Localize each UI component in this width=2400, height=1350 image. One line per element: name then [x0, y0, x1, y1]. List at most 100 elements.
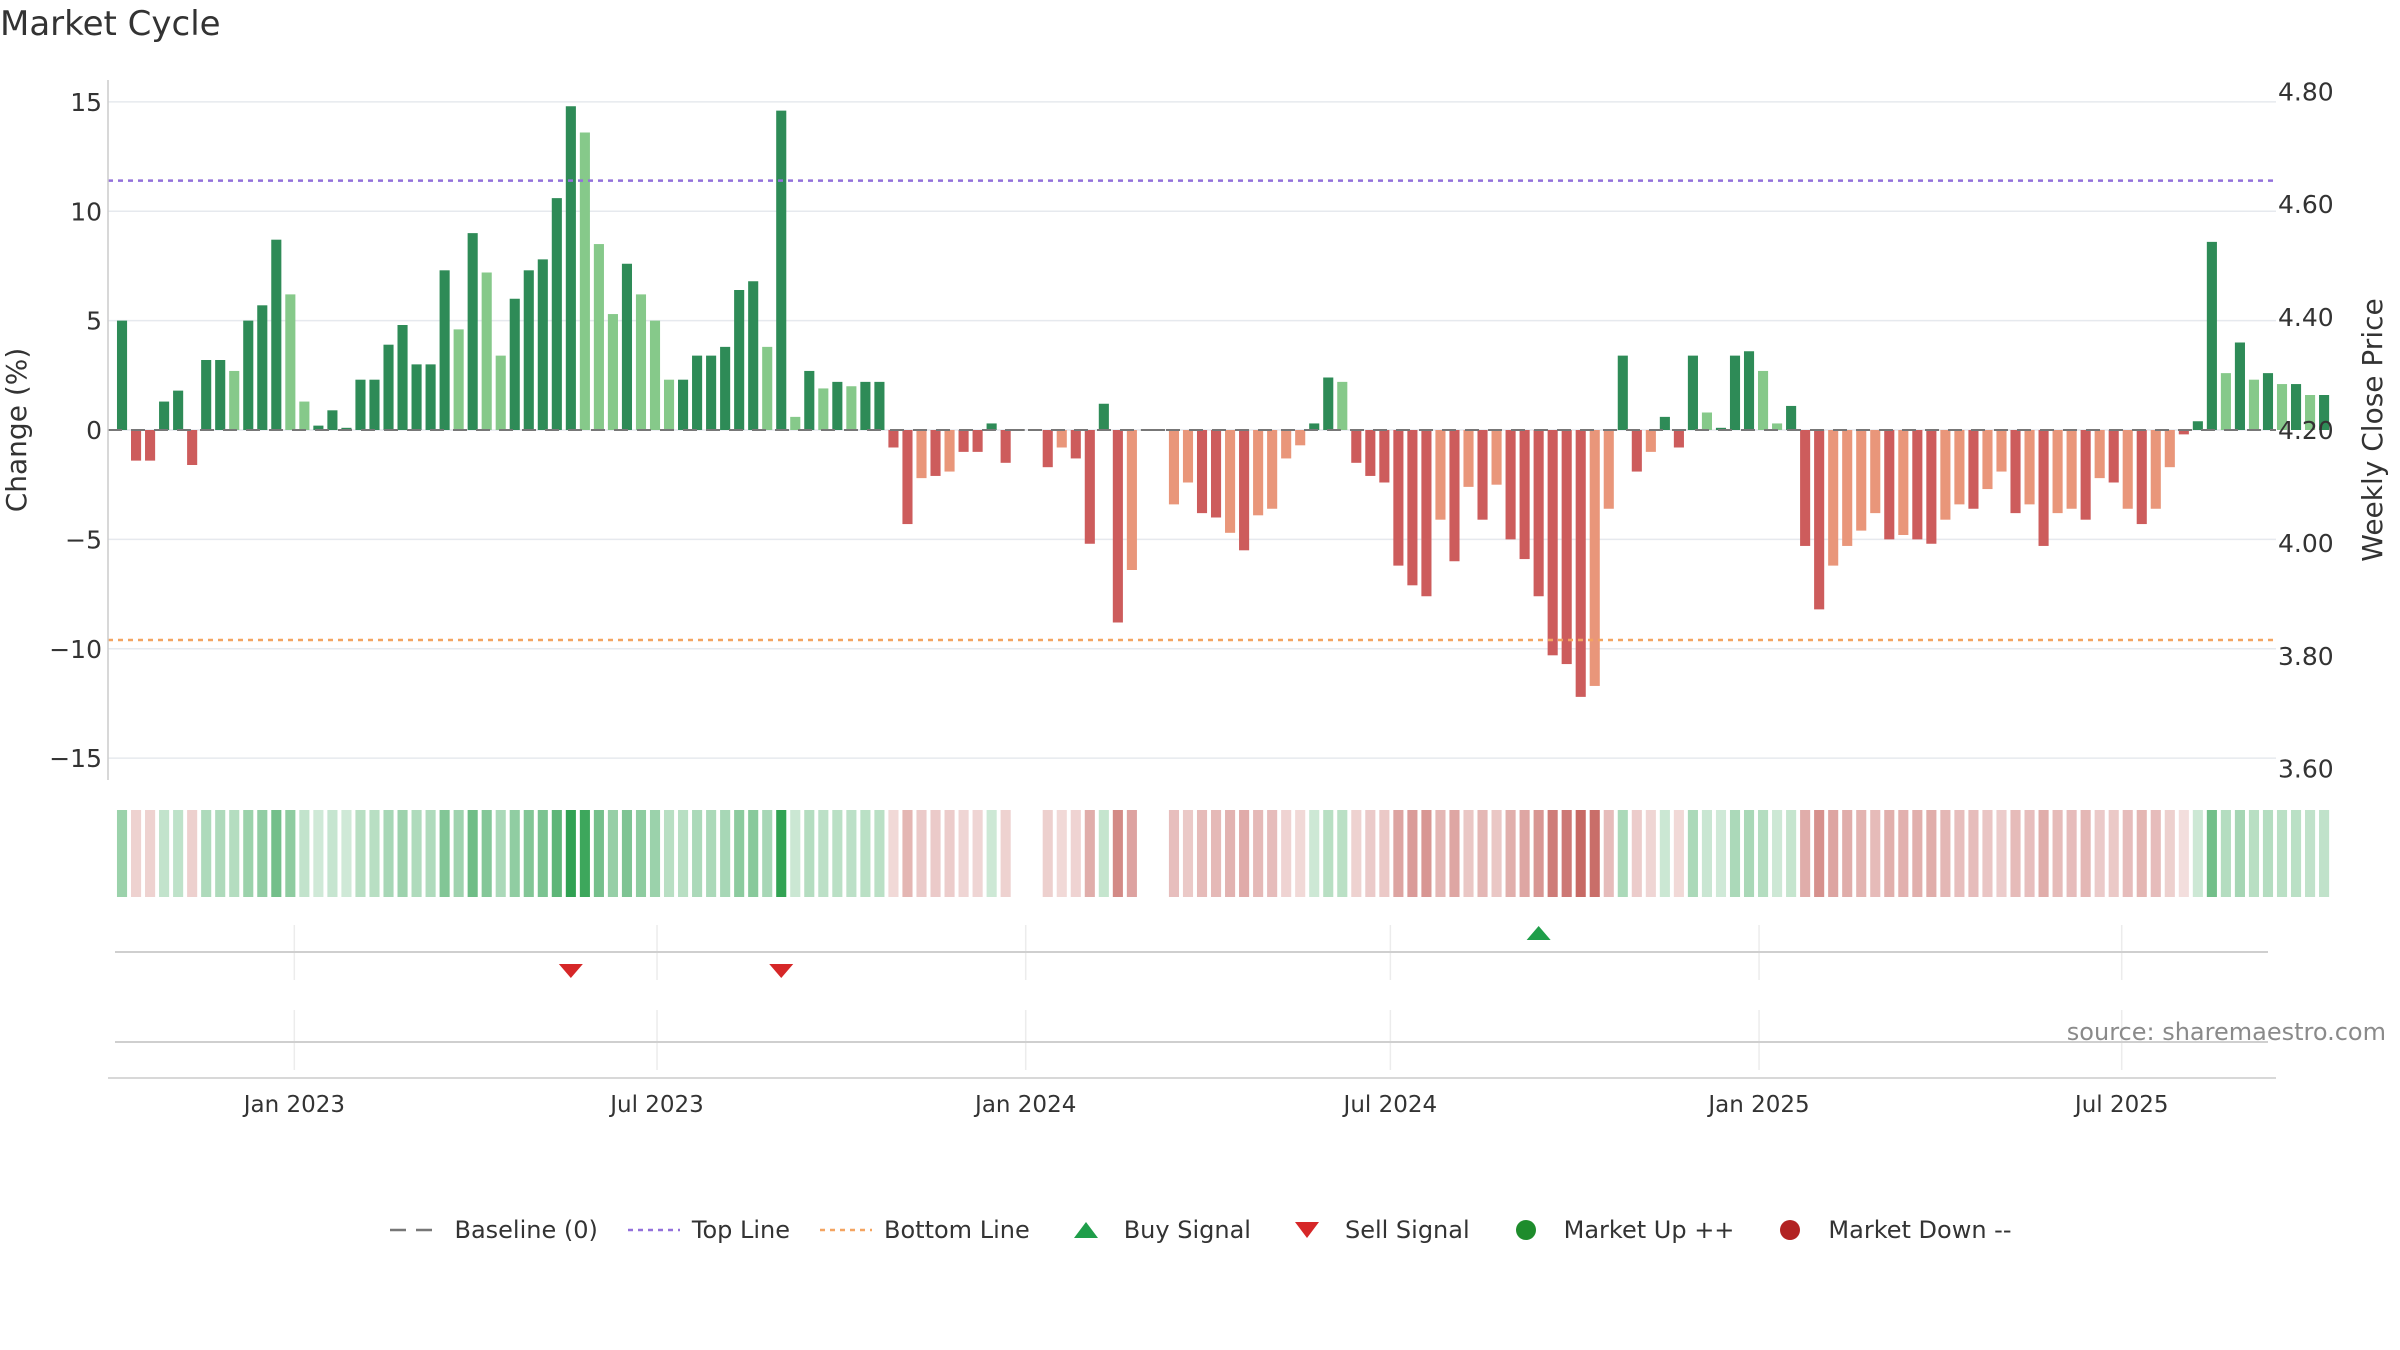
bar: [271, 239, 282, 430]
bar: [2206, 241, 2217, 430]
bar: [649, 320, 661, 430]
legend-label: Top Line: [691, 1216, 791, 1244]
legend-item-market-up[interactable]: Market Up ++: [1498, 1216, 1734, 1244]
y-tick-label: −15: [49, 744, 102, 773]
heat-cell: [1210, 810, 1222, 897]
heat-cell: [860, 810, 871, 897]
axis-layer: 15 10 5 0 −5 −10 −15 4.80 4.60 4.40 4.20 4.00 3.80 3.…: [0, 77, 2389, 1118]
heat-cell: [187, 810, 198, 897]
heat-cell: [1828, 810, 1839, 897]
heat-cell: [1603, 810, 1614, 897]
bar: [1126, 430, 1137, 570]
x-tick-label: Jul 2025: [2073, 1092, 2169, 1118]
bar: [1351, 430, 1362, 463]
heat-cell: [257, 810, 268, 897]
y-tick-label: 0: [86, 416, 102, 445]
bar: [930, 430, 941, 476]
bar: [1379, 430, 1390, 483]
bar: [1056, 430, 1067, 448]
heat-cell: [355, 810, 366, 897]
heat-cell: [1042, 810, 1053, 897]
legend-item-top-line[interactable]: Top Line: [626, 1216, 790, 1244]
x-tick-label: Jan 2023: [242, 1092, 345, 1118]
bar: [1940, 430, 1951, 520]
y2-tick-label: 4.20: [2278, 416, 2334, 445]
triangle-down-icon: [1294, 1222, 1319, 1238]
bar: [481, 272, 492, 430]
heat-cell: [1743, 810, 1755, 897]
heat-cell: [1645, 810, 1656, 897]
legend-item-bottom-line[interactable]: Bottom Line: [818, 1216, 1030, 1244]
bar: [762, 346, 773, 430]
bar: [1154, 429, 1165, 431]
bar: [1098, 403, 1109, 430]
bar: [453, 329, 464, 430]
heat-cell: [1982, 810, 1993, 897]
legend-item-baseline[interactable]: Baseline (0): [388, 1216, 598, 1244]
bar: [1196, 430, 1208, 514]
bar: [215, 360, 226, 430]
heat-cell: [2136, 810, 2147, 897]
heat-cell: [1070, 810, 1081, 897]
heat-cell: [411, 810, 422, 897]
heat-cell: [635, 810, 647, 897]
bar: [846, 386, 857, 430]
heat-cell: [1393, 810, 1404, 897]
sell-signal-marker: [769, 964, 794, 978]
heat-cell: [1098, 810, 1109, 897]
bar: [1968, 430, 1979, 509]
dash-line-icon: [390, 1228, 443, 1232]
bar: [2038, 430, 2049, 546]
heat-cell: [1856, 810, 1867, 897]
heat-cell: [593, 810, 604, 897]
bar: [1673, 430, 1684, 448]
heat-cell: [1715, 810, 1727, 897]
heat-cell: [2319, 810, 2330, 897]
bar: [1519, 430, 1530, 560]
bar: [1210, 430, 1222, 518]
bar: [285, 294, 296, 430]
heat-cell: [2305, 810, 2316, 897]
heat-cell: [1800, 810, 1811, 897]
bar: [1365, 430, 1376, 476]
bar: [1533, 430, 1544, 597]
heat-cell: [1491, 810, 1502, 897]
signal-layer: [115, 926, 2268, 1043]
bar: [425, 364, 436, 430]
heat-cell: [916, 810, 927, 897]
heat-cell: [243, 810, 254, 897]
heat-cell: [1323, 810, 1334, 897]
bar: [397, 325, 408, 430]
heat-cell: [1786, 810, 1797, 897]
bar: [1743, 351, 1755, 430]
heat-cell: [1954, 810, 1965, 897]
bar: [116, 320, 128, 430]
bar: [509, 298, 520, 430]
heat-cell: [1912, 810, 1923, 897]
bar: [1168, 430, 1180, 505]
heat-cell: [832, 810, 843, 897]
bar: [1393, 430, 1404, 566]
bar: [2010, 430, 2021, 514]
heat-cell: [2220, 810, 2231, 897]
buy-signal-marker: [1526, 926, 1551, 940]
heat-cell: [2248, 810, 2260, 897]
legend-item-buy-signal[interactable]: Buy Signal: [1058, 1216, 1251, 1244]
bar: [2164, 430, 2175, 468]
heat-cell: [1379, 810, 1390, 897]
bar: [1912, 430, 1923, 540]
heat-cell: [2276, 810, 2288, 897]
heat-cell: [2150, 810, 2161, 897]
bar: [551, 198, 562, 430]
heat-cell: [804, 810, 815, 897]
heat-cell: [1295, 810, 1306, 897]
legend-item-sell-signal[interactable]: Sell Signal: [1279, 1216, 1470, 1244]
dotted-line-icon: [627, 1228, 680, 1232]
bar: [720, 346, 731, 430]
heat-cell: [649, 810, 661, 897]
y2-tick-label: 3.60: [2278, 755, 2334, 784]
bar: [1435, 430, 1446, 520]
heat-cell: [1225, 810, 1236, 897]
legend-item-market-down[interactable]: Market Down --: [1762, 1216, 2012, 1244]
heat-cell: [1758, 810, 1769, 897]
